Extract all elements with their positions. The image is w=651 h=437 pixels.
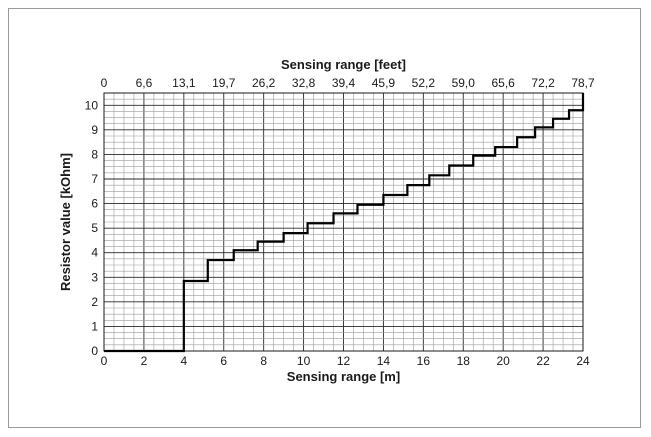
y-tick-label: 7: [91, 172, 98, 186]
top-x-tick-label: 65,6: [491, 76, 515, 90]
top-x-tick-label: 45,9: [372, 76, 396, 90]
x-tick-label: 2: [141, 354, 148, 368]
series-step-line: [104, 93, 585, 353]
top-x-tick-label: 32,8: [292, 76, 316, 90]
top-x-tick-label: 13,1: [172, 76, 196, 90]
top-x-tick-label: 19,7: [212, 76, 236, 90]
y-axis-title: Resistor value [kOhm]: [58, 153, 73, 291]
x-tick-label: 10: [297, 354, 311, 368]
top-x-tick-label: 6,6: [136, 76, 153, 90]
series-layer: [104, 93, 585, 353]
y-tick-label: 6: [91, 197, 98, 211]
x-tick-label: 14: [377, 354, 391, 368]
y-tick-label: 10: [85, 98, 99, 112]
top-x-tick-label: 78,7: [571, 76, 595, 90]
x-tick-label: 22: [536, 354, 550, 368]
x-tick-label: 20: [496, 354, 510, 368]
top-x-tick-label: 39,4: [332, 76, 356, 90]
top-x-tick-label: 26,2: [252, 76, 276, 90]
chart-frame: 0 2 4 6 8 10 12 14 16 18 20 22 24 0 6,6 13,1 19,7 26,2 32,…: [8, 8, 641, 428]
grid: [103, 92, 584, 352]
top-x-tick-label: 52,2: [412, 76, 436, 90]
step-chart: 0 2 4 6 8 10 12 14 16 18 20 22 240 6,6 13,1 19,7 26,2 32,…: [58, 57, 595, 384]
top-x-tick-label: 72,2: [531, 76, 555, 90]
x-tick-label: 16: [417, 354, 431, 368]
y-tick-label: 5: [91, 221, 98, 235]
y-tick-label: 9: [91, 123, 98, 137]
x-tick-label: 6: [220, 354, 227, 368]
y-tick-label: 1: [91, 319, 98, 333]
x-axis-title: Sensing range [m]: [287, 369, 400, 384]
y-tick-label: 4: [91, 246, 98, 260]
x-tick-label: 12: [337, 354, 351, 368]
y-tick-label: 3: [91, 270, 98, 284]
top-x-tick-label: 59,0: [452, 76, 476, 90]
top-x-tick-label: 0: [101, 76, 108, 90]
y-tick-label: 2: [91, 295, 98, 309]
x-tick-label: 24: [576, 354, 590, 368]
x-tick-label: 8: [260, 354, 267, 368]
tick-labels: 0 2 4 6 8 10 12 14 16 18 20 22 240 6,6 13,1 19,7 26,2 32,…: [85, 76, 595, 368]
top-axis-title: Sensing range [feet]: [281, 57, 406, 72]
x-tick-label: 18: [457, 354, 471, 368]
x-tick-label: 0: [101, 354, 108, 368]
x-tick-label: 4: [180, 354, 187, 368]
y-tick-label: 8: [91, 147, 98, 161]
y-tick-label: 0: [91, 344, 98, 358]
plot-border: [103, 92, 584, 352]
